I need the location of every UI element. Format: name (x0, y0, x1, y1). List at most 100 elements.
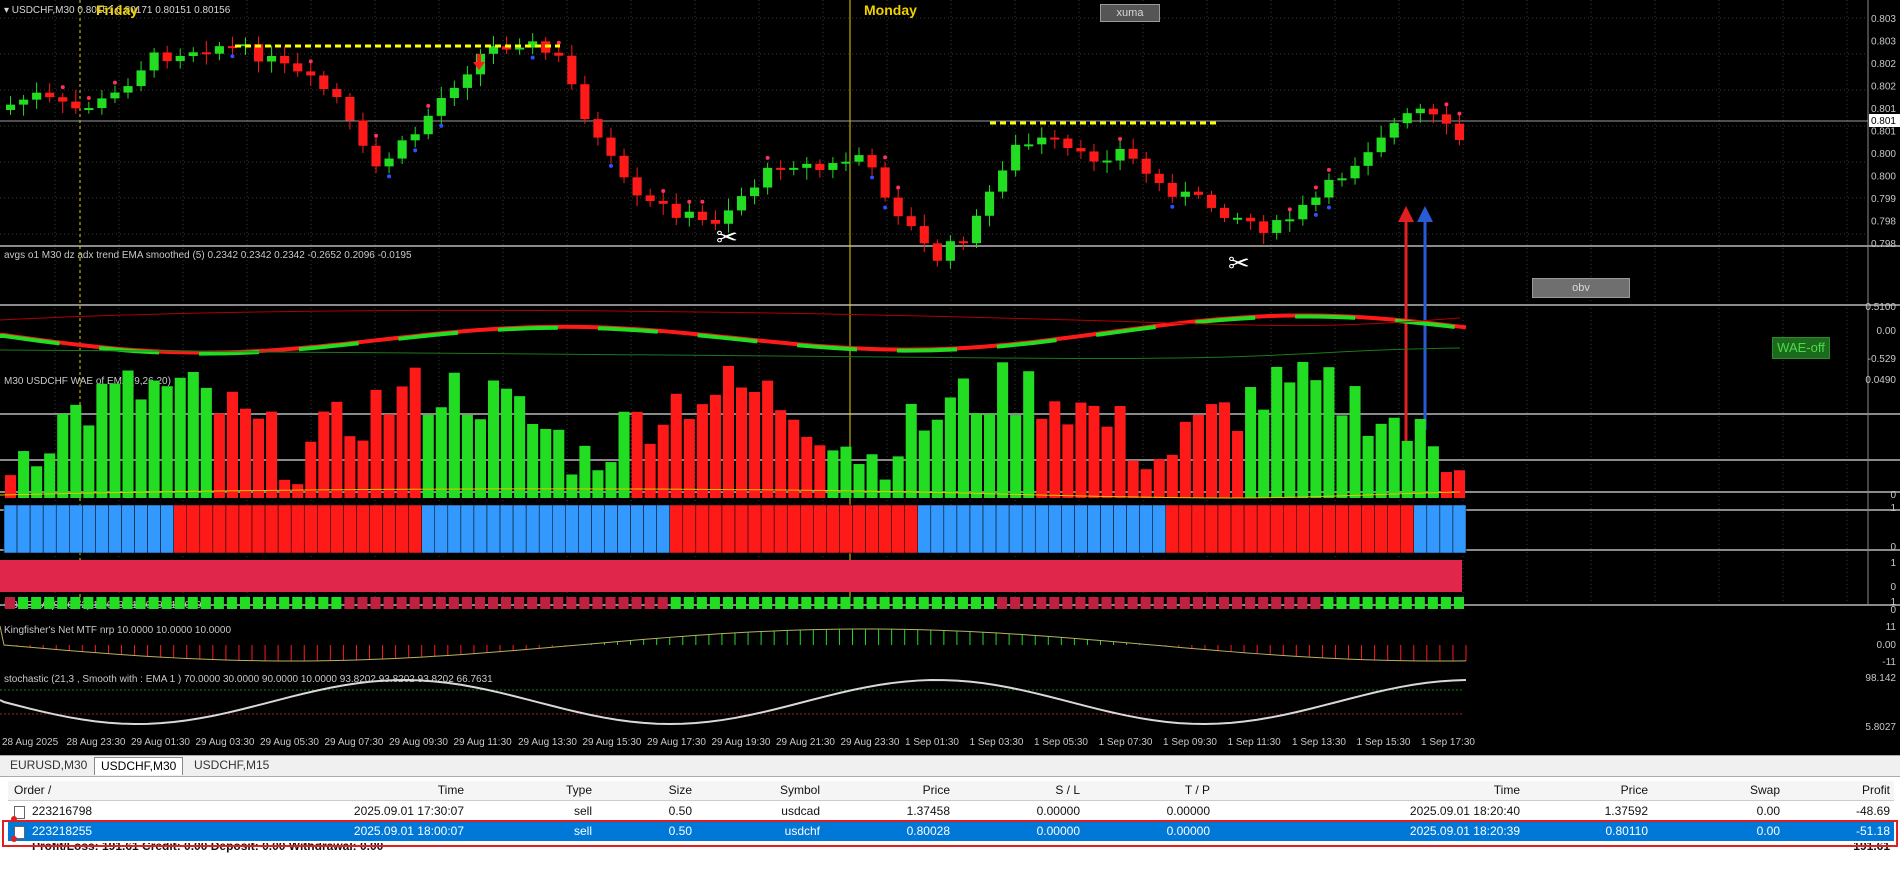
ema-block (540, 597, 551, 609)
wae-bar (422, 414, 434, 498)
ema-block (5, 597, 16, 609)
ema-block (566, 597, 577, 609)
order-id: 223216798 (32, 804, 93, 818)
signal-dot (1313, 212, 1318, 217)
wae-bar (1114, 405, 1126, 498)
col-order[interactable]: Order / (14, 783, 52, 797)
obv-block (1008, 504, 1023, 554)
obv-block (173, 504, 187, 554)
tab-usdchf-m15[interactable]: USDCHF,M15 (194, 758, 270, 772)
ema-block (605, 597, 616, 609)
candle-body (1180, 191, 1190, 197)
obv-block (238, 504, 253, 554)
col-symbol[interactable]: Symbol (779, 783, 820, 797)
chart-window[interactable]: ✂ ✂ 0.803 0.803 0.802 0.802 0.801 0.801 0.800 0.8… (0, 0, 1900, 755)
obv-block (1309, 504, 1323, 554)
ema-block (122, 597, 133, 609)
panel-axis-label-supertrend: 1 (1890, 558, 1896, 569)
stochastic-line (0, 679, 1467, 725)
col-tp[interactable]: T / P (1184, 783, 1210, 797)
candle-body (501, 46, 512, 50)
col-close-time[interactable]: Time (1493, 783, 1520, 797)
ema-block (1323, 597, 1334, 609)
wae-bar (1310, 380, 1322, 498)
ema-block (788, 597, 799, 609)
obv-button[interactable]: obv (1532, 278, 1630, 298)
time-axis-label: 29 Aug 07:30 (325, 737, 384, 748)
ema-block (1453, 597, 1464, 609)
ema-block (722, 597, 733, 609)
wae-bar (1297, 361, 1309, 498)
xuma-button[interactable]: xuma (1100, 4, 1160, 22)
table-row-selected[interactable]: 223218255 2025.09.01 18:00:07 sell 0.50 … (8, 822, 1894, 842)
wae-bar (1166, 454, 1178, 498)
obv-block (865, 504, 879, 554)
chart-canvas[interactable]: ✂✂0.8030.8030.8020.8020.8010.8010.8000.8… (0, 0, 1900, 755)
scissors-icon: ✂ (716, 222, 738, 252)
obv-block (852, 504, 866, 554)
candle-body (58, 97, 68, 102)
time-axis-label: 28 Aug 23:30 (67, 737, 126, 748)
tab-eurusd-m30[interactable]: EURUSD,M30 (10, 758, 88, 772)
ema-block (292, 597, 303, 609)
ema-block (957, 597, 968, 609)
obv-block (55, 504, 70, 554)
panel-axis-label-supertrend: 0 (1890, 582, 1896, 593)
ema-block (435, 597, 446, 609)
col-close-price[interactable]: Price (1620, 783, 1648, 797)
obv-block (891, 504, 905, 554)
obv-block (904, 504, 918, 554)
wae-bar (96, 383, 108, 498)
obv-block (591, 504, 605, 554)
obv-block (800, 504, 814, 554)
col-type[interactable]: Type (565, 783, 592, 797)
candle-body (998, 170, 1008, 192)
obv-block (786, 504, 801, 554)
ema-block (905, 597, 916, 609)
candle-body (371, 145, 381, 167)
candle-body (1246, 217, 1256, 222)
signal-dot (86, 96, 91, 101)
wae-bar (266, 411, 278, 498)
signal-dot (883, 205, 888, 210)
col-profit[interactable]: Profit (1861, 783, 1890, 797)
obv-block (1269, 504, 1284, 554)
obv-block (982, 504, 997, 554)
col-price[interactable]: Price (922, 783, 950, 797)
candle-body (1128, 148, 1138, 159)
candle-body (567, 55, 577, 85)
col-sl[interactable]: S / L (1055, 783, 1080, 797)
obv-block (1400, 504, 1415, 554)
col-time[interactable]: Time (437, 783, 464, 797)
candle-body (710, 219, 720, 224)
obv-block (330, 504, 344, 554)
obv-block (42, 504, 57, 554)
signal-dot (413, 148, 418, 153)
obv-block (525, 504, 540, 554)
candle-body (1089, 151, 1099, 162)
time-axis-label: 1 Sep 13:30 (1292, 737, 1346, 748)
col-swap[interactable]: Swap (1749, 783, 1780, 797)
wae-bar (592, 470, 604, 498)
wae-bar (749, 391, 761, 498)
wae-bar (305, 441, 317, 498)
table-row[interactable]: 223216798 2025.09.01 17:30:07 sell 0.50 … (8, 802, 1894, 822)
wae-off-button[interactable]: WAE-off (1772, 337, 1830, 359)
wae-bar (1205, 404, 1217, 498)
time-axis-label: 29 Aug 23:30 (841, 737, 900, 748)
obv-block (1283, 504, 1297, 554)
ema-block (370, 597, 381, 609)
wae-bar (866, 454, 878, 498)
wae-bar (292, 484, 304, 498)
candle-body (1337, 178, 1347, 181)
ema-block (1284, 597, 1295, 609)
wae-bar (1440, 472, 1452, 498)
candle-body (776, 167, 786, 170)
obv-block (1426, 504, 1441, 554)
obv-block (277, 504, 292, 554)
col-size[interactable]: Size (668, 783, 692, 797)
candle-body (854, 155, 864, 162)
ema-block (579, 597, 590, 609)
tab-usdchf-m30[interactable]: USDCHF,M30 (94, 757, 184, 775)
wae-bar (370, 389, 382, 498)
